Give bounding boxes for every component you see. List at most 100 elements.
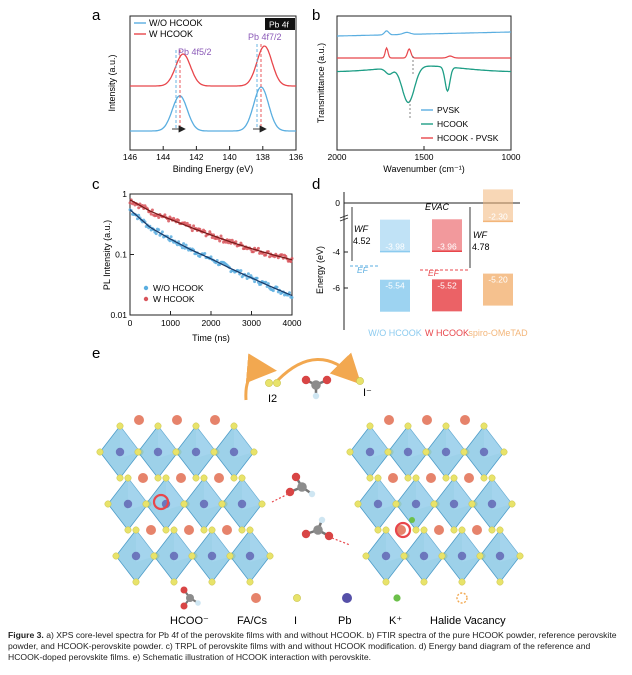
iodine-atom bbox=[346, 448, 354, 456]
evac-label: EVAC bbox=[425, 202, 450, 212]
octahedron-face bbox=[212, 530, 232, 562]
iodine-atom bbox=[430, 500, 438, 508]
perovskite-lattice-left bbox=[96, 415, 274, 586]
legend-formate-icon bbox=[180, 586, 201, 610]
legend-e-facs: FA/Cs bbox=[237, 615, 267, 627]
iodine-atom bbox=[450, 526, 458, 534]
iodine-atom bbox=[116, 474, 124, 482]
iminus-label: I⁻ bbox=[363, 387, 372, 399]
facs-cation bbox=[134, 415, 144, 425]
fit-wo-hcook bbox=[129, 209, 293, 297]
iodine-atom bbox=[442, 422, 450, 430]
iodine-atom bbox=[362, 552, 370, 560]
iodine-atom bbox=[250, 448, 258, 456]
octahedron-face bbox=[158, 426, 178, 458]
legend-e-pb: Pb bbox=[338, 615, 351, 627]
iodine-atom bbox=[496, 578, 504, 586]
wf-label-2: WF bbox=[473, 230, 487, 240]
wf-value-1: 4.52 bbox=[353, 236, 371, 246]
xtick-label: 0 bbox=[128, 318, 133, 328]
vb-block bbox=[432, 279, 462, 312]
xtick-label: 140 bbox=[223, 152, 237, 162]
pb-atom bbox=[365, 447, 375, 457]
cb-block bbox=[483, 189, 513, 222]
facs-cation bbox=[210, 415, 220, 425]
trpl-point-w bbox=[163, 213, 167, 217]
ef-label-1: EF bbox=[357, 265, 369, 275]
iodine-atom bbox=[208, 526, 216, 534]
vacancy-marker-right bbox=[394, 521, 412, 539]
wf-label-1: WF bbox=[354, 224, 368, 234]
cb-value: -3.98 bbox=[385, 242, 405, 252]
iodine-atom bbox=[488, 526, 496, 534]
iodine-atom bbox=[134, 448, 142, 456]
iodine-atom bbox=[266, 552, 274, 560]
xtick-label: 1000 bbox=[161, 318, 180, 328]
xtick-label: 4000 bbox=[283, 318, 302, 328]
caption-text: a) XPS core-level spectra for Pb 4f of t… bbox=[8, 630, 617, 663]
trpl-point-w bbox=[289, 260, 293, 264]
cb-block bbox=[380, 219, 410, 252]
iodine-atom bbox=[246, 526, 254, 534]
trpl-point-w bbox=[192, 224, 196, 228]
iodine-atom bbox=[508, 500, 516, 508]
iodine-atom bbox=[420, 526, 428, 534]
pb-atom bbox=[229, 447, 239, 457]
trpl-point-w bbox=[280, 253, 284, 257]
trpl-point-w bbox=[268, 255, 272, 259]
xtick-label: 1000 bbox=[502, 152, 521, 162]
facs-cation bbox=[214, 473, 224, 483]
iodine-atom bbox=[354, 500, 362, 508]
trpl-point-w bbox=[185, 221, 189, 225]
perovskite-lattice-right bbox=[346, 415, 524, 586]
pb-atom bbox=[245, 551, 255, 561]
legend-w: W HCOOK bbox=[149, 29, 193, 39]
trpl-point-wo bbox=[169, 235, 173, 239]
iodine-atom bbox=[458, 526, 466, 534]
legend-e-iodine: I bbox=[294, 615, 297, 627]
cb-value: -2.30 bbox=[488, 211, 508, 221]
pb-atom bbox=[479, 447, 489, 457]
trpl-point-w bbox=[218, 239, 222, 243]
iodine-atom bbox=[246, 578, 254, 586]
iodine-atom bbox=[374, 474, 382, 482]
column-label: W/O HCOOK bbox=[368, 328, 422, 338]
reaction-arrow-1 bbox=[244, 353, 277, 401]
legend-e-k: K⁺ bbox=[389, 615, 402, 627]
facs-cation bbox=[434, 525, 444, 535]
octahedron-face bbox=[196, 426, 216, 458]
trpl-point-w bbox=[210, 236, 214, 239]
vacancy-marker-left bbox=[152, 493, 170, 511]
iodine-atom bbox=[170, 526, 178, 534]
cb-block bbox=[432, 219, 462, 252]
ytick-label: -4 bbox=[332, 247, 340, 257]
iodine-atom bbox=[132, 578, 140, 586]
pb-atom bbox=[381, 551, 391, 561]
panel-a-frame bbox=[129, 15, 297, 151]
iodine-atom bbox=[420, 578, 428, 586]
xtick-label: 2000 bbox=[328, 152, 347, 162]
trpl-point-wo bbox=[136, 217, 139, 221]
pb-atom bbox=[123, 499, 133, 509]
iodine-atom-b bbox=[273, 379, 281, 387]
octahedron-face bbox=[370, 426, 390, 458]
iodine-atom bbox=[460, 448, 468, 456]
trpl-point-wo bbox=[157, 228, 161, 232]
pb-atom bbox=[411, 499, 421, 509]
iodine-atom bbox=[450, 474, 458, 482]
cb-value: -3.96 bbox=[437, 241, 457, 251]
trpl-point-wo bbox=[259, 282, 263, 286]
trpl-point-wo bbox=[175, 243, 179, 247]
panel-b-xlabel: Wavenumber (cm⁻¹) bbox=[383, 164, 464, 174]
trpl-point-wo bbox=[239, 269, 243, 273]
ytick-label: -6 bbox=[332, 283, 340, 293]
iodine-atom bbox=[218, 500, 226, 508]
iodine-atom bbox=[404, 422, 412, 430]
iodine-atom bbox=[200, 474, 208, 482]
legend-pb-icon bbox=[342, 593, 352, 603]
trpl-point-w bbox=[266, 250, 270, 254]
legend-dot-wo bbox=[143, 285, 149, 291]
iodine-atom bbox=[238, 526, 246, 534]
trpl-point-w bbox=[128, 201, 132, 205]
panel-d-label: d bbox=[312, 176, 320, 193]
